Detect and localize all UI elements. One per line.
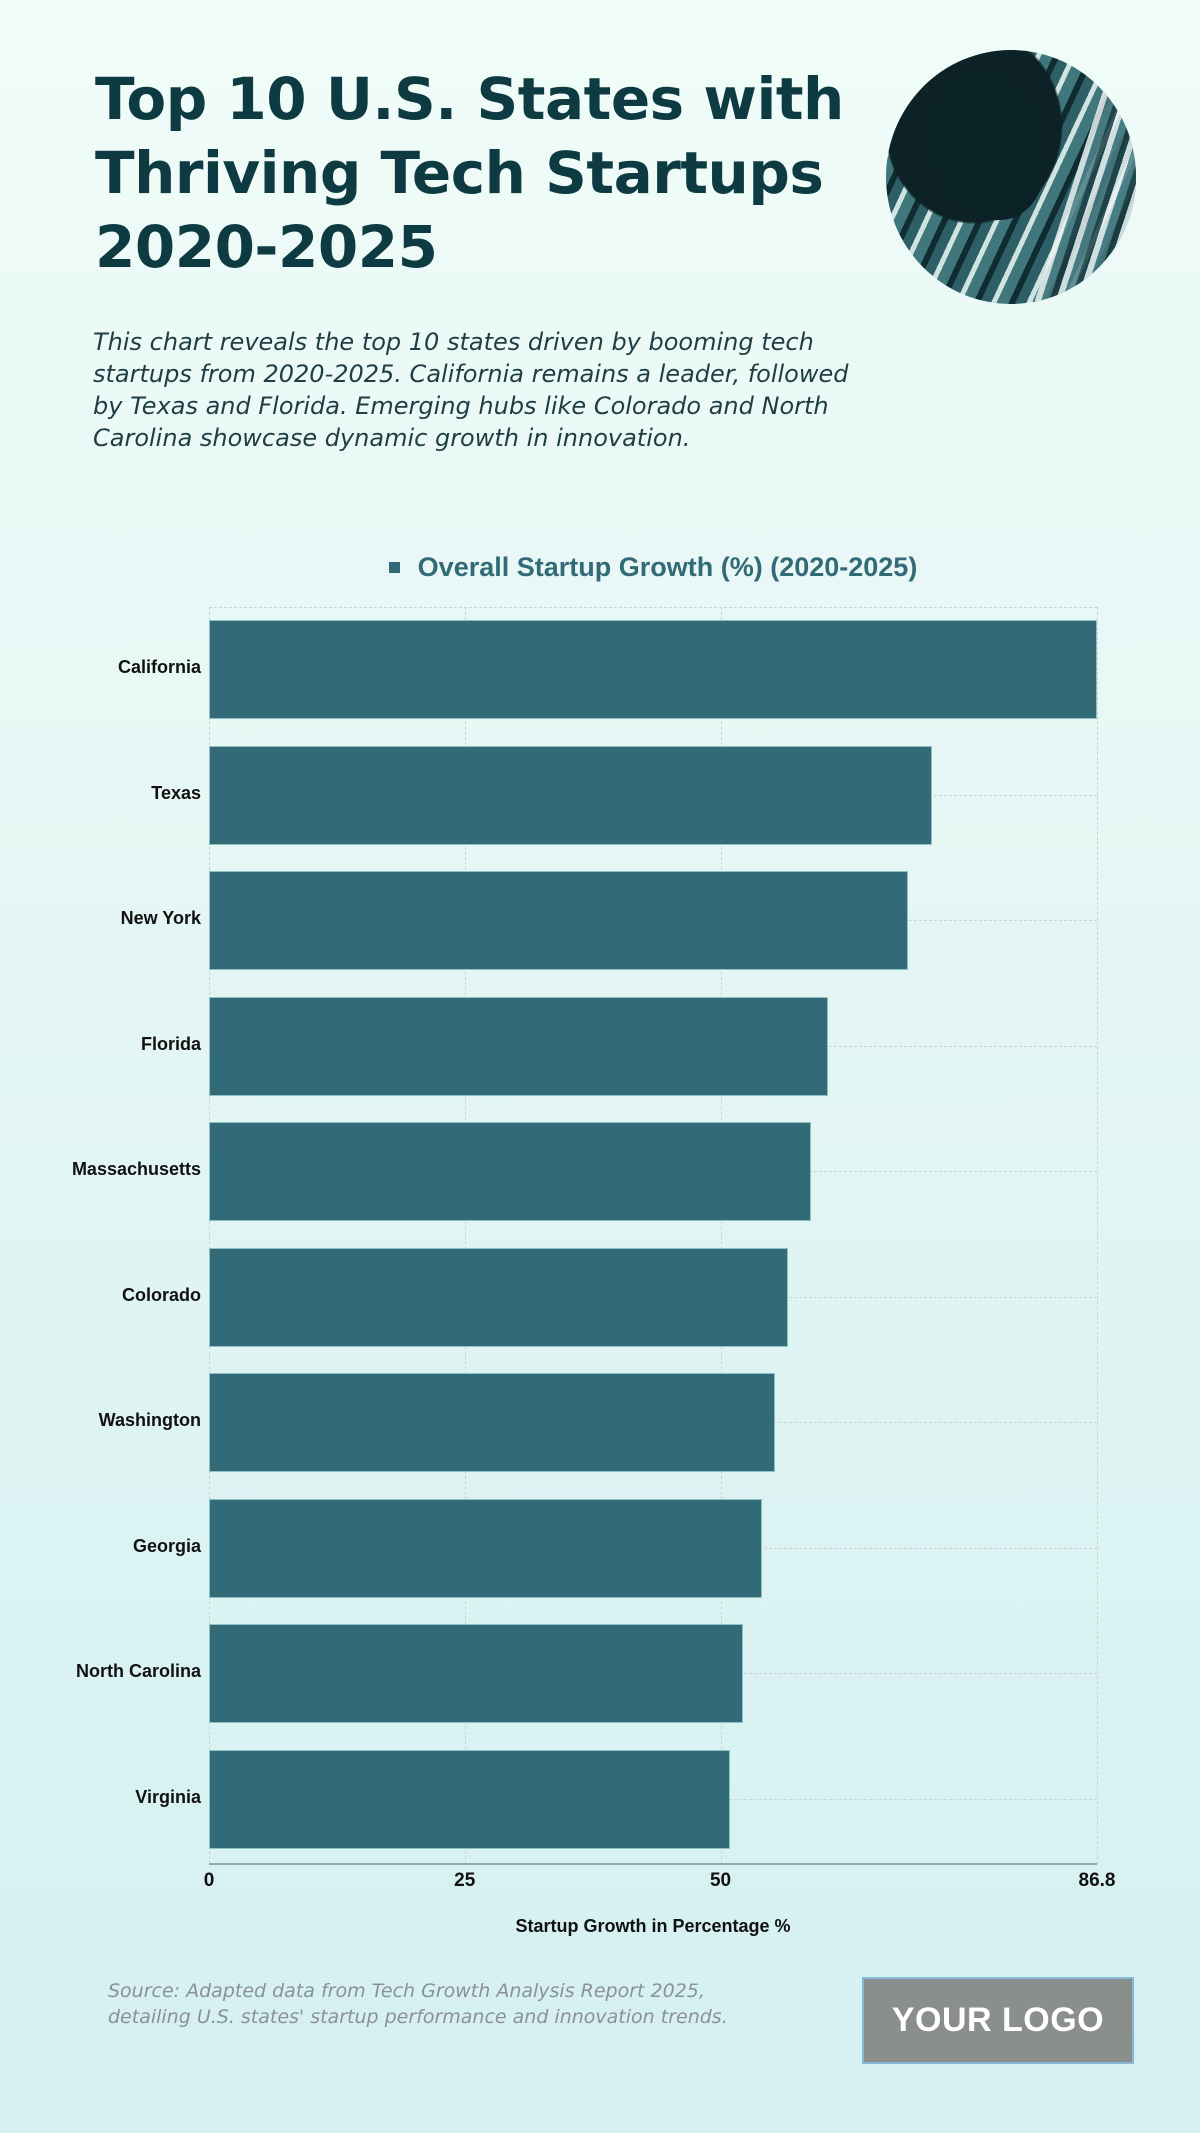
bar-row: Colorado <box>122 1235 1097 1360</box>
category-label: Colorado <box>122 1284 201 1305</box>
gridline <box>209 607 1097 608</box>
gridline <box>209 607 210 1864</box>
x-axis-title: Startup Growth in Percentage % <box>515 1916 791 1936</box>
bar-chart-plot-area: California Texas New York Florida Massachuse… <box>72 607 1098 1864</box>
legend-label: Overall Startup Growth (%) (2020-2025) <box>417 552 918 582</box>
page-title: Top 10 U.S. States with Thriving Tech St… <box>95 65 844 281</box>
bar-row: North Carolina <box>76 1611 1097 1736</box>
bar-row: New York <box>121 858 1097 983</box>
legend-square-icon <box>388 562 400 573</box>
bar-north-carolina[interactable] <box>209 1624 744 1723</box>
bar-massachusetts[interactable] <box>209 1122 811 1221</box>
x-axis-line <box>209 1863 1097 1865</box>
bar-row: Georgia <box>133 1486 1097 1611</box>
bar-row: Washington <box>99 1360 1097 1485</box>
bar-row: Virginia <box>135 1737 1097 1862</box>
category-label: Washington <box>98 1410 201 1430</box>
bar-row: Massachusetts <box>72 1109 1097 1234</box>
gridline <box>720 607 722 1864</box>
bar-florida[interactable] <box>209 996 828 1096</box>
category-label: New York <box>120 908 201 928</box>
bar-virginia[interactable] <box>209 1749 730 1849</box>
category-label: Texas <box>151 782 201 803</box>
chart-description: This chart reveals the top 10 states dri… <box>93 328 849 452</box>
bar-row: California <box>118 607 1097 732</box>
category-label: California <box>117 657 201 677</box>
category-label: Georgia <box>132 1535 201 1556</box>
category-label: Virginia <box>135 1786 201 1807</box>
bar-california[interactable] <box>209 620 1097 719</box>
bar-row: Florida <box>141 984 1097 1109</box>
x-tick-label: 0 <box>203 1870 215 1891</box>
category-label: Florida <box>140 1033 201 1054</box>
source-note: Source: Adapted data from Tech Growth An… <box>108 1980 728 2028</box>
gridline <box>1097 607 1098 1864</box>
bar-row: Texas <box>151 733 1097 858</box>
bar-washington[interactable] <box>209 1373 775 1472</box>
logo-placeholder: YOUR LOGO <box>862 1977 1134 2064</box>
bar-texas[interactable] <box>209 745 933 845</box>
x-tick-label: 86.8 <box>1078 1870 1116 1891</box>
chart-legend: Overall Startup Growth (%) (2020-2025) <box>0 552 1200 583</box>
category-label: North Carolina <box>75 1661 201 1681</box>
gridline <box>464 607 466 1864</box>
bar-colorado[interactable] <box>209 1247 789 1347</box>
bar-georgia[interactable] <box>209 1498 763 1598</box>
header-image <box>886 50 1136 304</box>
category-label: Massachusetts <box>71 1159 201 1179</box>
x-tick-label: 50 <box>709 1870 732 1891</box>
bar-new-york[interactable] <box>209 871 908 970</box>
x-tick-label: 25 <box>454 1870 476 1891</box>
